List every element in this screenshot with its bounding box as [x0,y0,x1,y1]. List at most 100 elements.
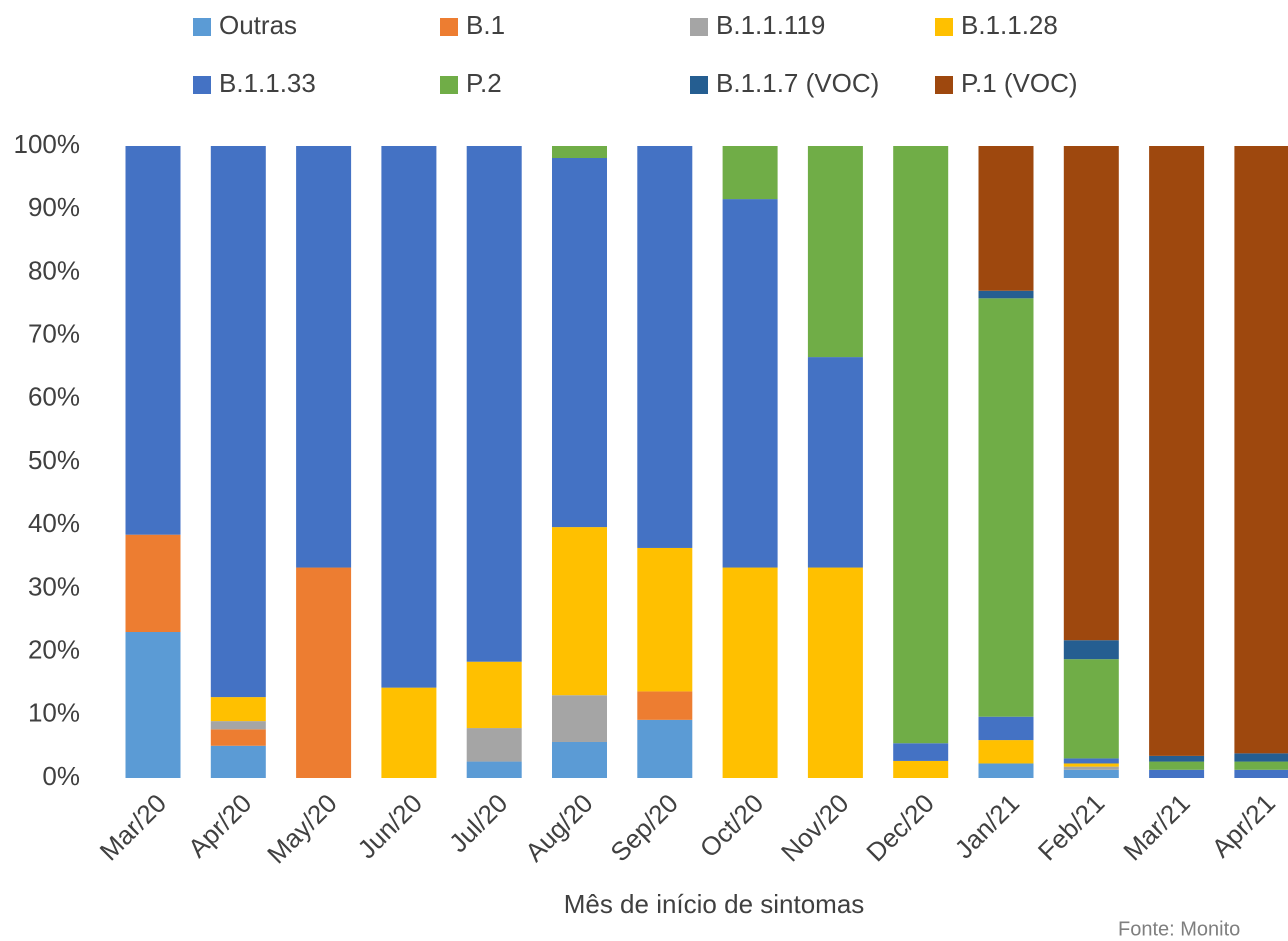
legend-label: B.1.1.7 (VOC) [716,68,879,98]
bar-segment [552,695,607,742]
y-tick-label: 90% [28,192,80,222]
bar-segment [1234,761,1288,770]
x-tick-label: Mar/20 [94,788,172,866]
y-tick-label: 30% [28,571,80,601]
bar-segment [893,146,949,744]
legend-label: B.1.1.119 [716,10,825,40]
x-tick-label: Nov/20 [775,788,854,867]
x-axis-label: Mês de início de sintomas [564,889,865,919]
bar-segment [807,146,863,358]
x-tick-label: Feb/21 [1032,788,1110,866]
legend-swatch [193,18,211,36]
x-tick-label: Jun/20 [352,788,428,864]
bar-segment [210,697,266,722]
x-tick-label: Oct/20 [694,788,769,863]
bar-segment [210,729,266,746]
y-tick-label: 0% [42,761,80,791]
bar-segment [1063,659,1119,759]
legend-swatch [935,76,953,94]
bar-segment [893,743,949,761]
bar-segment [1063,769,1119,778]
bar-segment [978,146,1034,291]
x-tick-label: Apr/21 [1206,788,1281,863]
bar-segment [466,146,522,662]
legend-swatch [690,76,708,94]
source: Fonte: Monito [1118,918,1240,940]
bar-segment [1234,753,1288,762]
y-tick-label: 80% [28,255,80,285]
bar-segment [296,567,352,778]
bar-segment [893,760,949,778]
bar-segment [552,741,607,778]
bar-segment [1149,755,1205,762]
legend-label: P.2 [466,68,502,98]
bar-segment [125,146,181,535]
bar-segment [1063,758,1119,764]
y-tick-label: 70% [28,318,80,348]
bar-segment [978,298,1034,717]
y-tick-label: 100% [14,129,81,159]
y-tick-label: 60% [28,382,80,412]
x-tick-label: Jul/20 [443,788,513,858]
bar-segment [466,761,522,778]
bar-segment [381,146,437,688]
bar-segment [552,146,607,159]
x-tick-label: Apr/20 [182,788,257,863]
legend-swatch [935,18,953,36]
bar-segment [1063,766,1119,770]
bar-segment [210,745,266,778]
bar-segment [978,763,1034,778]
bar-segment [210,721,266,730]
x-tick-label: May/20 [261,788,343,870]
bar-segment [552,527,607,696]
legend-swatch [440,76,458,94]
y-tick-label: 10% [28,698,80,728]
bar-segment [722,567,778,778]
bar-segment [722,146,778,200]
bar-segment [637,719,693,778]
bar-segment [1234,146,1288,754]
legend-label: B.1.1.28 [961,10,1058,40]
bar-segment [125,534,181,633]
bar-segment [978,290,1034,299]
bar-segment [978,740,1034,764]
legend-label: B.1.1.33 [219,68,316,98]
x-tick-label: Aug/20 [519,788,598,867]
x-tick-label: Jan/21 [949,788,1025,864]
bar-segment [637,691,693,720]
legend-label: P.1 (VOC) [961,68,1078,98]
y-tick-label: 50% [28,445,80,475]
legend-label: B.1 [466,10,505,40]
bar-segment [210,146,266,698]
bar-segment [807,567,863,778]
bar-segment [381,687,437,778]
bar-segment [722,199,778,568]
bar-segment [1063,640,1119,660]
bar-segment [637,146,693,548]
bar-segment [125,632,181,778]
bar-segment [978,716,1034,741]
bar-segment [1063,146,1119,641]
legend-swatch [690,18,708,36]
legend-swatch [440,18,458,36]
x-tick-label: Sep/20 [604,788,683,867]
bar-segment [807,357,863,568]
bar-segment [1234,769,1288,778]
legend-swatch [193,76,211,94]
bar-segment [637,547,693,692]
y-tick-label: 40% [28,508,80,538]
bar-segment [1149,769,1205,778]
x-tick-label: Mar/21 [1117,788,1195,866]
y-tick-label: 20% [28,634,80,664]
bar-segment [1149,146,1205,756]
bar-segment [552,158,607,528]
legend-label: Outras [219,10,297,40]
x-tick-label: Dec/20 [860,788,939,867]
bar-segment [1063,763,1119,767]
bar-segment [466,728,522,762]
bar-segment [296,146,352,568]
bar-segment [1149,761,1205,770]
bar-segment [466,661,522,729]
